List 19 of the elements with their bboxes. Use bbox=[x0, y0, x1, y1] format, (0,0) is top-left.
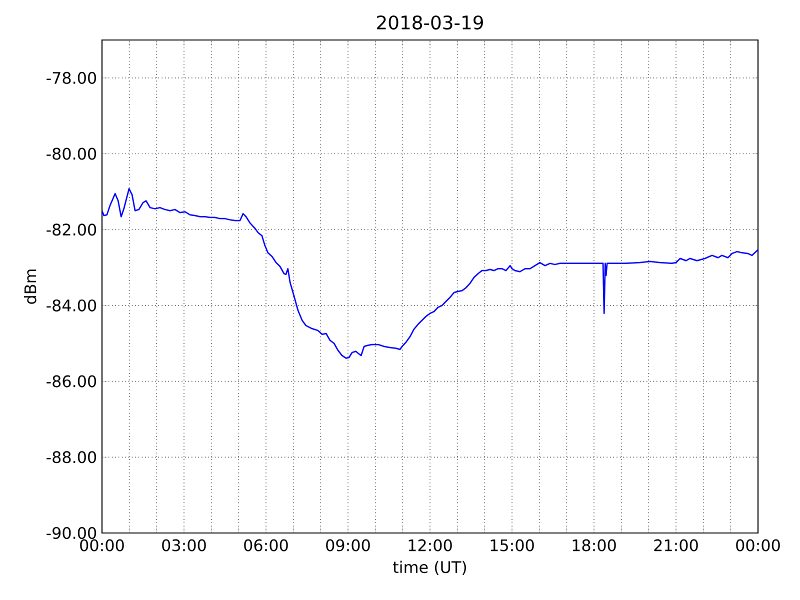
x-tick-label: 12:00 bbox=[408, 539, 452, 552]
x-tick-label: 18:00 bbox=[572, 539, 616, 552]
y-axis-title: dBm bbox=[24, 270, 36, 304]
x-tick-label: 09:00 bbox=[326, 539, 370, 552]
x-tick-label: 06:00 bbox=[244, 539, 288, 552]
x-tick-label: 15:00 bbox=[490, 539, 534, 552]
y-tick-label: -88.00 bbox=[46, 451, 96, 464]
x-axis-title: time (UT) bbox=[393, 560, 466, 576]
x-tick-label: 00:00 bbox=[736, 539, 780, 552]
x-tick-label: 00:00 bbox=[80, 539, 124, 552]
y-tick-label: -82.00 bbox=[46, 224, 96, 236]
y-tick-label: -90.00 bbox=[46, 526, 96, 540]
x-tick-label: 03:00 bbox=[162, 539, 206, 552]
x-tick-label: 21:00 bbox=[654, 539, 698, 552]
chart-title: 2018-03-19 bbox=[377, 15, 483, 30]
y-tick-label: -86.00 bbox=[46, 375, 96, 388]
y-tick-label: -80.00 bbox=[46, 148, 96, 160]
y-tick-label: -78.00 bbox=[46, 72, 96, 84]
y-tick-label: -84.00 bbox=[46, 299, 96, 312]
